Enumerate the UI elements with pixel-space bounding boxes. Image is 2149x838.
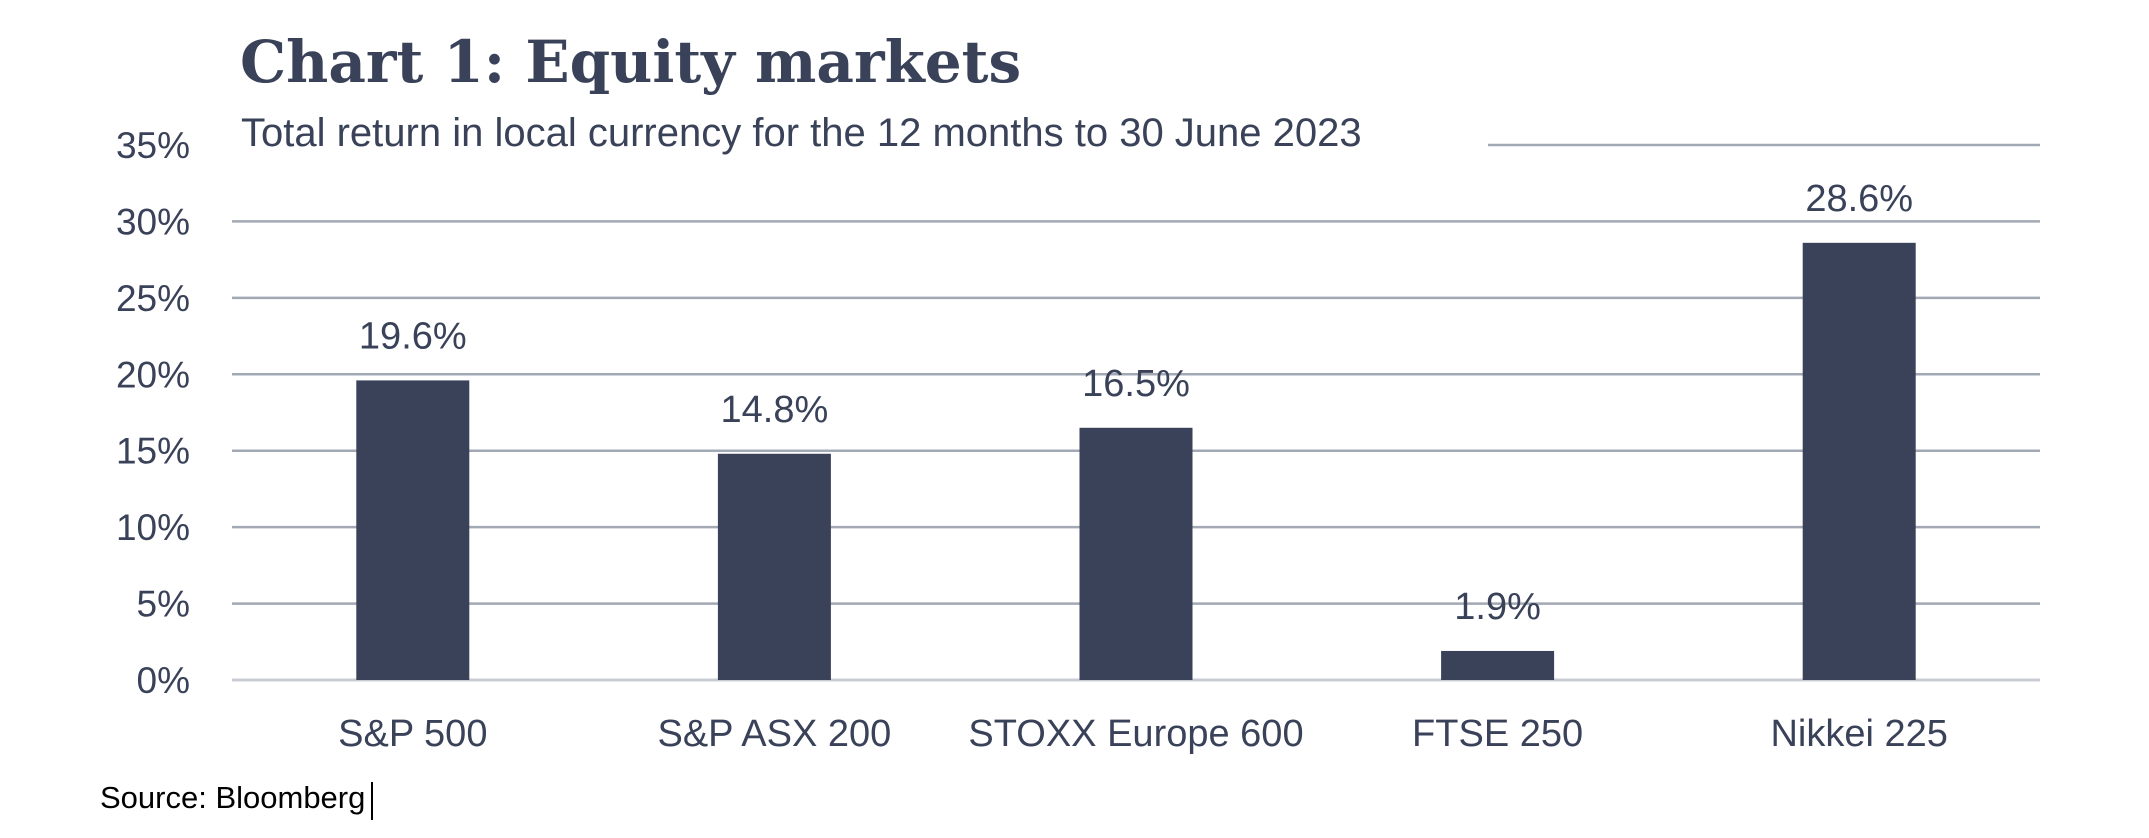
data-label: 1.9% bbox=[1454, 586, 1541, 628]
chart-title: Chart 1: Equity markets bbox=[240, 28, 1021, 96]
bar bbox=[1079, 427, 1193, 680]
y-tick-label: 10% bbox=[116, 507, 190, 548]
data-label: 14.8% bbox=[721, 389, 829, 431]
y-axis-ticks: 0% 5% 10% 15% 20% 25% 30% 35% bbox=[116, 125, 190, 701]
bars bbox=[356, 242, 1916, 681]
y-tick-label: 0% bbox=[137, 660, 190, 701]
x-tick-label: STOXX Europe 600 bbox=[968, 713, 1303, 755]
subtitle-backdrop bbox=[230, 100, 1488, 160]
x-tick-label: FTSE 250 bbox=[1412, 713, 1583, 755]
source-note: Source: Bloomberg bbox=[100, 780, 365, 815]
bar bbox=[356, 380, 470, 680]
data-label: 28.6% bbox=[1805, 178, 1913, 220]
y-tick-label: 5% bbox=[137, 584, 190, 625]
y-tick-label: 35% bbox=[116, 125, 190, 166]
x-tick-label: S&P ASX 200 bbox=[657, 713, 891, 755]
x-tick-label: S&P 500 bbox=[338, 713, 487, 755]
x-axis-ticks: S&P 500 S&P ASX 200 STOXX Europe 600 FTSE 2… bbox=[338, 713, 1948, 755]
y-tick-label: 30% bbox=[116, 201, 190, 242]
bar bbox=[717, 453, 831, 680]
bar bbox=[1802, 242, 1916, 681]
data-label: 19.6% bbox=[359, 315, 467, 357]
y-tick-label: 25% bbox=[116, 278, 190, 319]
data-labels: 19.6% 14.8% 16.5% 1.9% 28.6% bbox=[359, 178, 1913, 628]
chart-subtitle: Total return in local currency for the 1… bbox=[241, 111, 1362, 155]
data-label: 16.5% bbox=[1082, 363, 1190, 405]
grid-lines bbox=[232, 143, 2040, 682]
x-tick-label: Nikkei 225 bbox=[1770, 713, 1947, 755]
bar bbox=[1441, 650, 1555, 680]
y-tick-label: 15% bbox=[116, 431, 190, 472]
y-tick-label: 20% bbox=[116, 354, 190, 395]
